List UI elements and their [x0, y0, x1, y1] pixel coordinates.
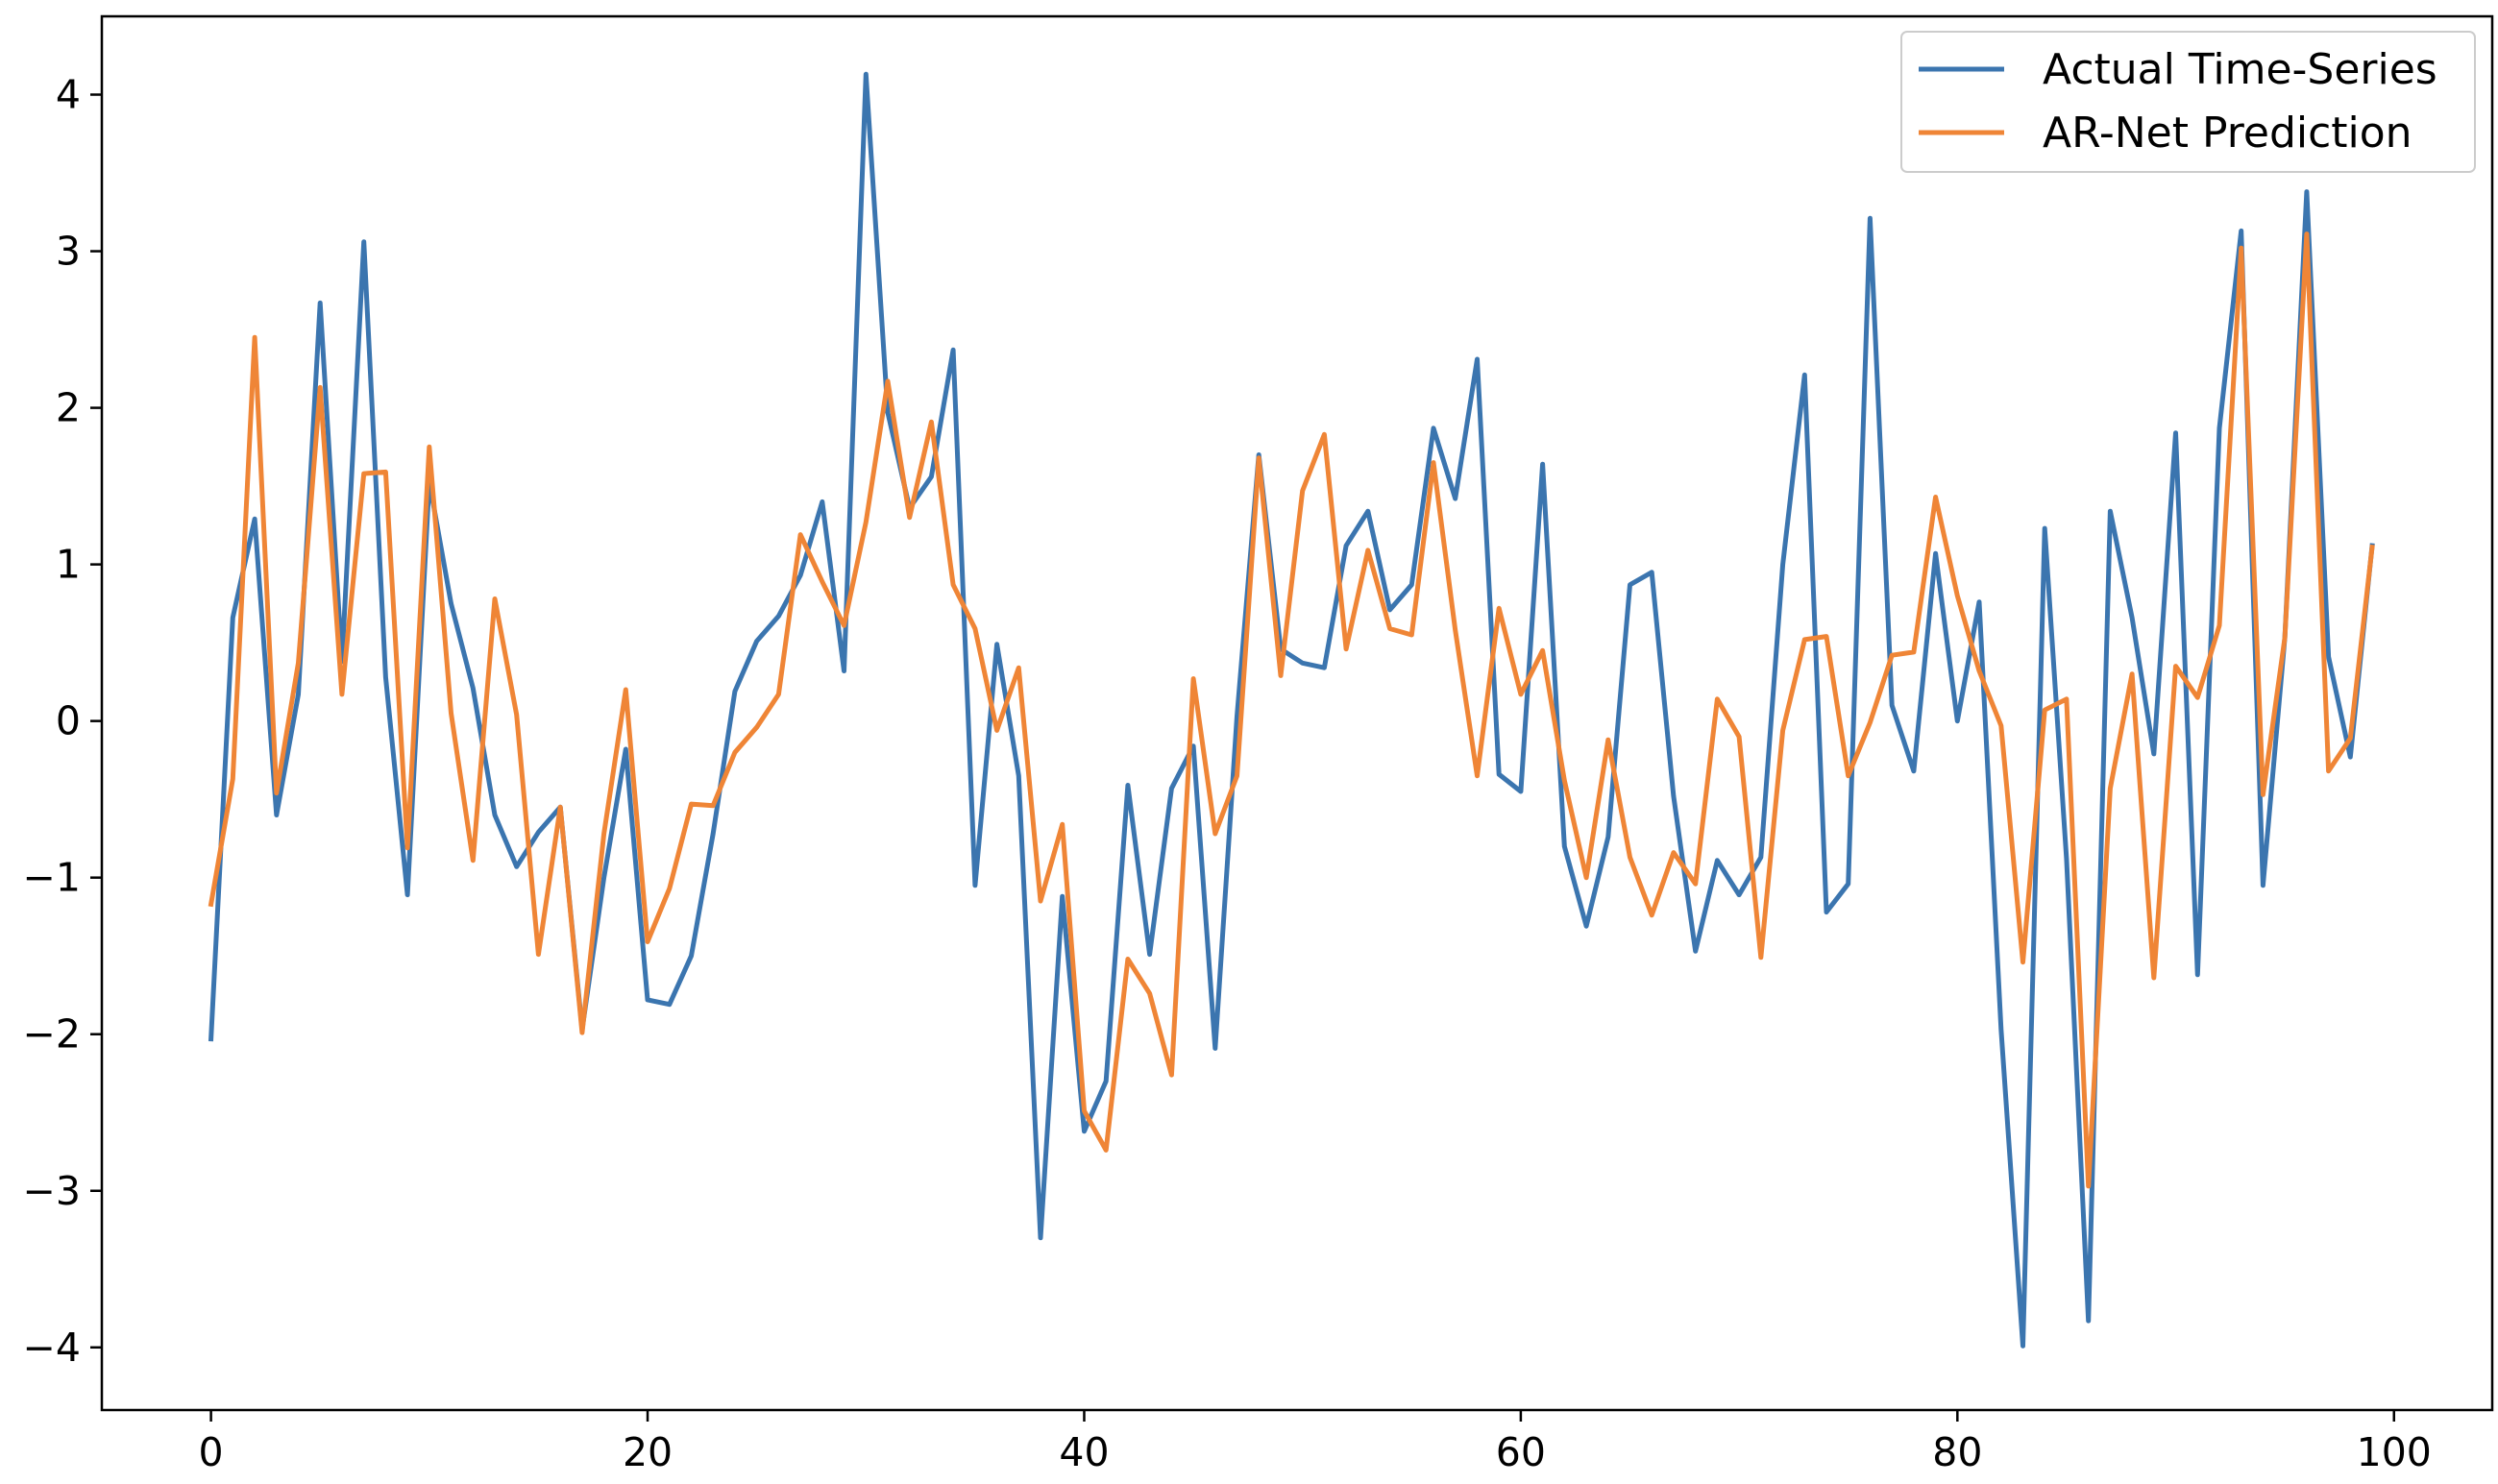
x-tick-label: 100	[2357, 1429, 2432, 1475]
y-tick-label: 4	[56, 72, 81, 118]
y-tick-label: 0	[56, 698, 81, 744]
axes-layer: 0 20 40 60 80 100 4 3 2 1 0 −1 −2 −3 −4	[23, 14, 2494, 1475]
x-tick-label: 20	[623, 1429, 673, 1475]
y-tick-label: 2	[56, 385, 81, 431]
series-line-prediction	[208, 231, 2375, 1189]
legend-box	[1900, 31, 2476, 173]
x-tick-label: 80	[1932, 1429, 1982, 1475]
x-tick-label: 40	[1059, 1429, 1109, 1475]
y-tick-label: −2	[23, 1011, 81, 1058]
y-tick-label: −1	[23, 855, 81, 901]
x-tick-label: 0	[199, 1429, 224, 1475]
x-tick-label: 60	[1496, 1429, 1546, 1475]
y-tick-label: −3	[23, 1168, 81, 1214]
plot-frame	[100, 14, 2494, 1412]
legend-label-actual: Actual Time-Series	[2043, 45, 2437, 94]
legend-label-prediction: AR-Net Prediction	[2043, 109, 2412, 158]
y-tick-label: 3	[56, 229, 81, 275]
legend: Actual Time-Series AR-Net Prediction	[1900, 31, 2476, 173]
y-tick-label: 1	[56, 542, 81, 588]
series-layer	[208, 71, 2375, 1349]
y-tick-label: −4	[23, 1325, 81, 1371]
